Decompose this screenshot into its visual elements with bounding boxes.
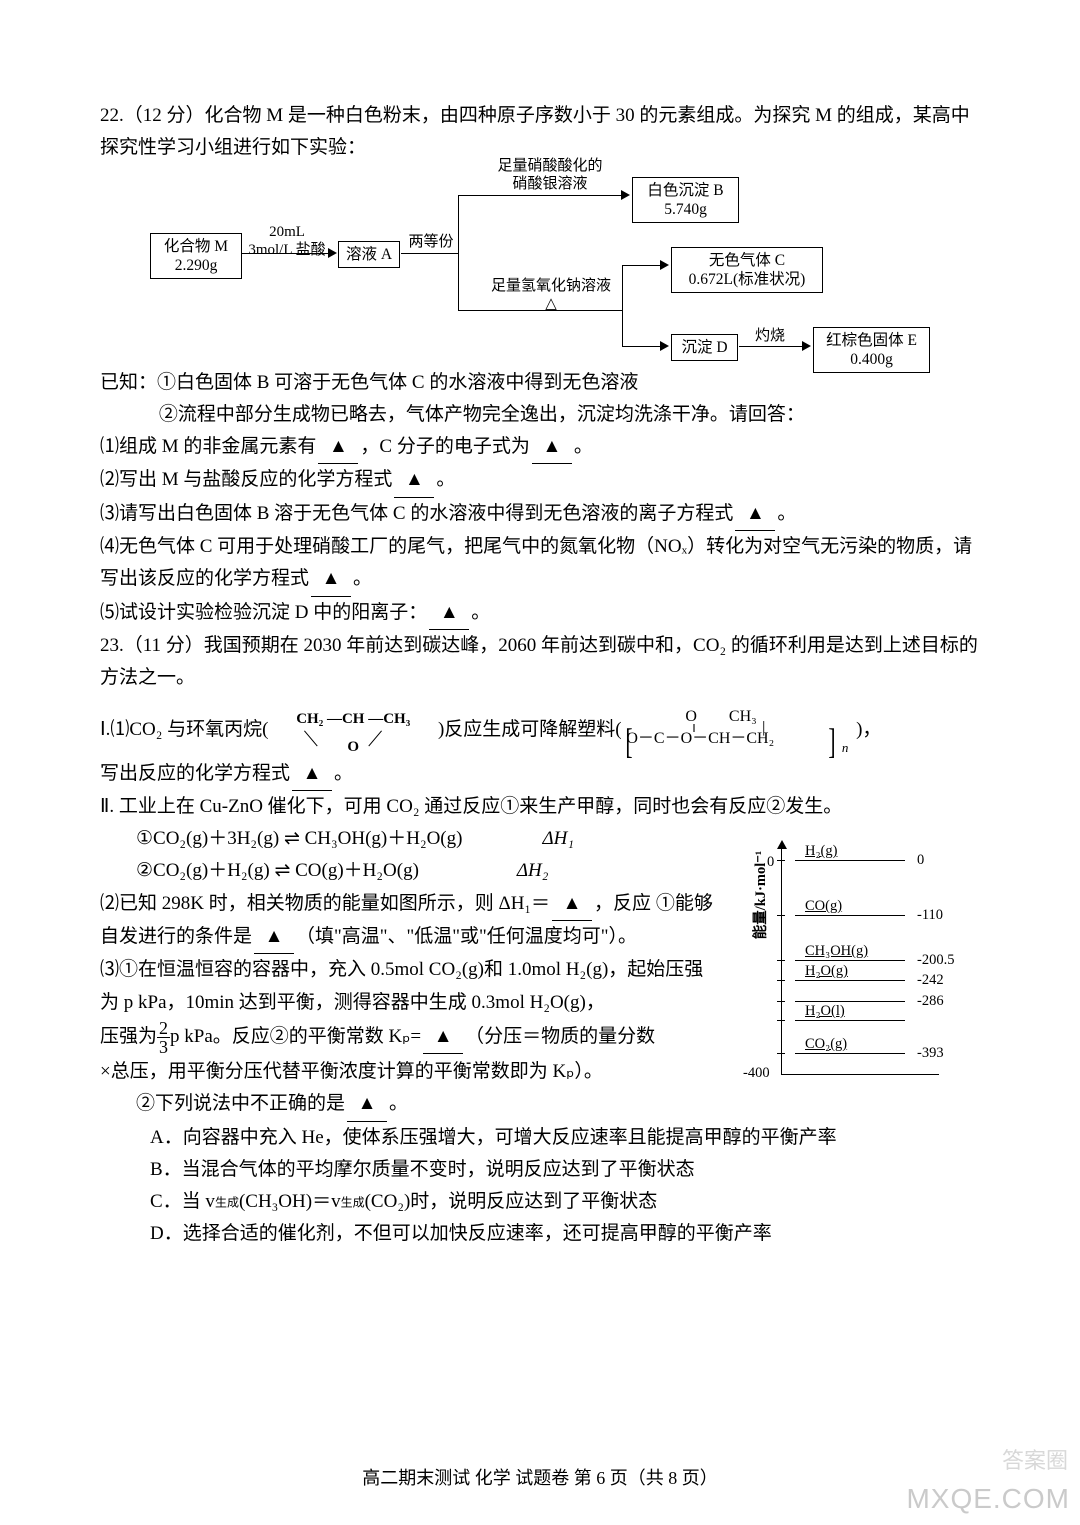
- q22-p3: ⑶请写出白色固体 B 溶于无色气体 C 的水溶液中得到无色溶液的离子方程式▲。: [100, 498, 980, 531]
- node-d: 沉淀 D: [671, 334, 738, 361]
- polymer-structure: [ O CH₃ ‖│ O－C－O－CH－CH₂ ] n: [626, 703, 851, 758]
- opt-c: C．当 v生成(CH₃OH)＝v生成(CO₂)时，说明反应达到了平衡状态: [100, 1186, 980, 1218]
- q22-p2: ⑵写出 M 与盐酸反应的化学方程式▲。: [100, 464, 980, 497]
- q23-II: Ⅱ. 工业上在 Cu-ZnO 催化下，可用 CO₂ 通过反应①来生产甲醇，同时也…: [100, 791, 980, 823]
- q23-I1-end: 写出反应的化学方程式▲。: [100, 758, 980, 791]
- q23-p3a: ⑶①在恒温恒容的容器中，充入 0.5mol CO₂(g)和 1.0mol H₂(…: [100, 954, 720, 1019]
- opt-a: A．向容器中充入 He，使体系压强增大，可增大反应速率且能提高甲醇的平衡产率: [100, 1122, 980, 1154]
- node-m: 化合物 M 2.290g: [150, 233, 242, 280]
- q23-p2: ⑵已知 298K 时，相关物质的能量如图所示，则 ΔH₁＝▲，反应 ①能够自发进…: [100, 888, 720, 955]
- q23-p3b: 压强为23p kPa。反应②的平衡常数 Kₚ=▲（分压＝物质的量分数: [100, 1019, 720, 1056]
- lbl-naoh: 足量氢氧化钠溶液 △: [475, 277, 627, 313]
- q22-stem: 22.（12 分）化合物 M 是一种白色粉末，由四种原子序数小于 30 的元素组…: [100, 100, 980, 165]
- q22-p1: ⑴组成 M 的非金属元素有▲，C 分子的电子式为▲。: [100, 431, 980, 464]
- lbl-hcl: 20mL 3mol/L 盐酸: [242, 223, 332, 259]
- lbl-burn: 灼烧: [745, 327, 795, 345]
- flowchart: 化合物 M 2.290g 20mL 3mol/L 盐酸 溶液 A 两等份 足量硝…: [150, 175, 930, 355]
- node-a: 溶液 A: [338, 241, 400, 268]
- q23-p3e: ②下列说法中不正确的是▲。: [100, 1088, 980, 1121]
- node-c: 无色气体 C 0.672L(标准状况): [671, 247, 823, 294]
- watermark-cn: 答案圈: [1002, 1443, 1068, 1475]
- q22-known2: ②流程中部分生成物已略去，气体产物完全逸出，沉淀均洗涤干净。请回答：: [100, 399, 980, 431]
- q23-stem: 23.（11 分）我国预期在 2030 年前达到碳达峰，2060 年前达到碳中和…: [100, 630, 980, 695]
- watermark-en: MXQE.COM: [906, 1483, 1070, 1515]
- node-e: 红棕色固体 E 0.400g: [813, 327, 930, 374]
- opt-b: B．当混合气体的平均摩尔质量不变时，说明反应达到了平衡状态: [100, 1154, 980, 1186]
- q22-p4: ⑷无色气体 C 可用于处理硝酸工厂的尾气，把尾气中的氮氧化物（NOₓ）转化为对空…: [100, 531, 980, 597]
- energy-diagram: 能量/kJ·mol⁻¹ 0 -400 H₂(g)0CO(g)-110CH₃OH(…: [745, 840, 980, 1090]
- q23-p3d: ×总压，用平衡分压代替平衡浓度计算的平衡常数即为 Kₚ）。: [100, 1056, 720, 1088]
- q23-I1: Ⅰ.⑴CO₂ 与环氧丙烷( CH₂ —CH —CH₃ O )反应生成可降解塑料(…: [100, 703, 980, 758]
- node-b: 白色沉淀 B 5.740g: [632, 177, 739, 224]
- lbl-split: 两等份: [400, 233, 462, 251]
- epoxide-structure: CH₂ —CH —CH₃ O: [273, 705, 433, 755]
- opt-d: D．选择合适的催化剂，不但可以加快反应速率，还可提高甲醇的平衡产率: [100, 1218, 980, 1250]
- q22-p5: ⑸试设计实验检验沉淀 D 中的阳离子：▲。: [100, 597, 980, 630]
- lbl-agno3: 足量硝酸酸化的 硝酸银溶液: [480, 157, 620, 193]
